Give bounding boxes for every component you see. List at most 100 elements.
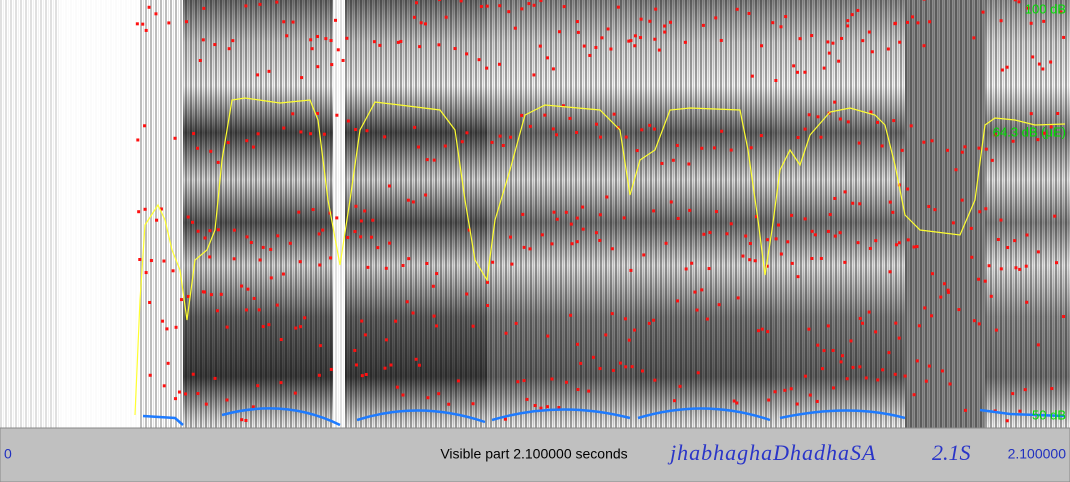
formant-dot [353, 348, 357, 352]
formant-dot [1050, 387, 1054, 391]
formant-dot [996, 237, 1000, 241]
formant-dot [594, 122, 598, 126]
formant-dot [819, 135, 823, 139]
formant-dot [798, 37, 802, 41]
formant-dot [346, 235, 350, 239]
formant-dot [353, 230, 357, 234]
formant-dot [317, 232, 321, 236]
formant-dot [165, 327, 169, 331]
formant-dot [444, 15, 448, 19]
formant-dot [810, 229, 814, 233]
formant-dot [945, 148, 949, 152]
segment [985, 0, 1070, 428]
formant-dot [316, 65, 320, 69]
formant-dot [594, 45, 598, 49]
formant-dot [167, 21, 171, 25]
formant-dot [773, 390, 777, 394]
formant-dot [1024, 264, 1028, 268]
formant-dot [851, 201, 855, 205]
formant-dot [282, 20, 286, 24]
formant-dot [843, 260, 847, 264]
formant-dot [269, 247, 273, 251]
formant-dot [729, 148, 733, 152]
formant-dot [887, 351, 891, 355]
pitch-curve [142, 407, 1066, 427]
formant-dot [528, 247, 532, 251]
formant-dot [803, 70, 807, 74]
formant-dot [282, 126, 286, 130]
formant-dot [510, 262, 514, 266]
formant-dot [407, 257, 411, 261]
formant-dot [669, 20, 673, 24]
formant-dot [575, 342, 579, 346]
formant-dot [425, 261, 429, 265]
formant-dot [684, 267, 688, 271]
end-time: 2.100000 [1008, 446, 1067, 462]
formant-dot [717, 303, 721, 307]
formant-dot [389, 363, 393, 367]
formant-dot [790, 213, 794, 217]
formant-dot [894, 243, 898, 247]
formant-dot [485, 280, 489, 284]
formant-dot [663, 24, 667, 28]
formant-dot [411, 311, 415, 315]
formant-dot [161, 319, 165, 323]
formant-dot [418, 45, 422, 49]
formant-dot [399, 39, 403, 43]
formant-dot [552, 210, 556, 214]
formant-dot [960, 198, 964, 202]
formant-dot [346, 119, 350, 123]
formant-dot [765, 264, 769, 268]
formant-dot [826, 229, 830, 233]
formant-dot [858, 365, 862, 369]
formant-dot [369, 235, 373, 239]
formant-dot [671, 158, 675, 162]
formant-dot [999, 267, 1003, 271]
formant-dot [249, 240, 253, 244]
formant-dot [387, 184, 391, 188]
formant-dot [539, 406, 543, 410]
formant-dot [503, 417, 507, 421]
formant-dot [251, 145, 255, 149]
formant-dot [960, 150, 964, 154]
formant-dot [876, 378, 880, 382]
formant-dot [575, 240, 579, 244]
formant-dot [522, 245, 526, 249]
formant-dot [1025, 233, 1029, 237]
formant-dot [216, 228, 220, 232]
formant-dot [942, 282, 946, 286]
formant-dot [231, 39, 235, 43]
formant-dot [532, 73, 536, 77]
formant-dot [708, 231, 712, 235]
formant-dot [906, 238, 910, 242]
formant-dot [640, 369, 644, 373]
formant-dot [977, 277, 981, 281]
formant-dot [909, 124, 913, 128]
formant-dot [579, 361, 583, 365]
formant-dot [900, 148, 904, 152]
formant-dot [232, 257, 236, 261]
formant-dot [984, 147, 988, 151]
formant-dot [201, 38, 205, 42]
pitch-piece [779, 409, 906, 420]
formant-dot [1036, 138, 1040, 142]
formant-dot [690, 261, 694, 265]
formant-dot [910, 15, 914, 19]
formant-dot [171, 269, 175, 273]
formant-dot [174, 397, 178, 401]
transcription: jhabhaghaDhadhaSA [667, 440, 876, 465]
formant-dot [622, 216, 626, 220]
formant-dot [858, 202, 862, 206]
formant-dot [894, 321, 898, 325]
formant-dot [623, 317, 627, 321]
formant-dot [204, 402, 208, 406]
formant-dot [576, 30, 580, 34]
formant-dot [700, 288, 704, 292]
pitch-piece [979, 408, 1066, 418]
formant-dot [557, 406, 561, 410]
formant-dot [372, 40, 376, 44]
formant-dot [653, 378, 657, 382]
formant-dot [426, 396, 430, 400]
formant-dot [366, 265, 370, 269]
